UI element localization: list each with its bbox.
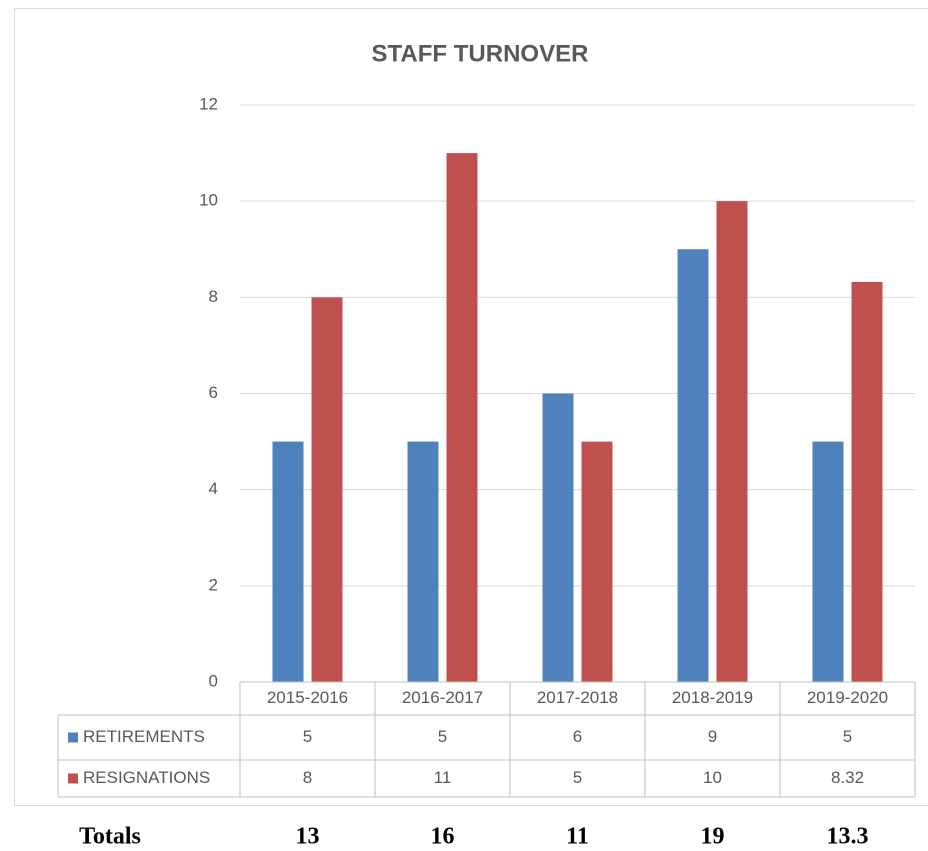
total-value: 19	[701, 824, 725, 850]
table-value: 9	[708, 727, 717, 746]
total-value: 13.3	[827, 824, 869, 850]
bar	[542, 393, 574, 682]
legend-key	[68, 732, 78, 743]
x-tick-label: 2018-2019	[672, 688, 753, 707]
y-tick-label: 10	[199, 191, 218, 210]
x-tick-label: 2017-2018	[537, 688, 618, 707]
legend-label: RETIREMENTS	[83, 727, 205, 746]
y-tick-label: 0	[209, 671, 218, 690]
total-value: 16	[431, 824, 455, 850]
bar	[716, 201, 748, 682]
chart-title: STAFF TURNOVER	[372, 40, 589, 67]
y-tick-label: 8	[209, 287, 218, 306]
y-tick-label: 12	[199, 94, 218, 113]
x-tick-label: 2016-2017	[402, 688, 483, 707]
x-tick-label: 2015-2016	[267, 688, 348, 707]
table-value: 5	[573, 768, 582, 787]
table-value: 10	[703, 768, 722, 787]
bar	[581, 441, 613, 682]
table-value: 8	[303, 768, 312, 787]
legend-label: RESIGNATIONS	[83, 768, 210, 787]
bar	[812, 441, 844, 682]
table-value: 11	[434, 768, 452, 787]
table-value: 5	[843, 727, 852, 746]
bar	[272, 441, 304, 682]
y-tick-label: 2	[209, 575, 218, 594]
table-value: 5	[438, 727, 447, 746]
table-value: 5	[303, 727, 312, 746]
bar	[677, 249, 709, 682]
total-value: 13	[296, 824, 320, 850]
bar	[407, 441, 439, 682]
totals-label: Totals	[79, 824, 141, 850]
total-value: 11	[566, 824, 589, 850]
legend-key	[68, 773, 78, 784]
bar	[446, 153, 478, 683]
y-tick-label: 4	[209, 479, 218, 498]
bar	[311, 297, 343, 682]
table-value: 6	[573, 727, 582, 746]
y-tick-label: 6	[209, 383, 218, 402]
bar	[851, 281, 883, 682]
table-value: 8.32	[831, 768, 864, 787]
x-tick-label: 2019-2020	[807, 688, 888, 707]
